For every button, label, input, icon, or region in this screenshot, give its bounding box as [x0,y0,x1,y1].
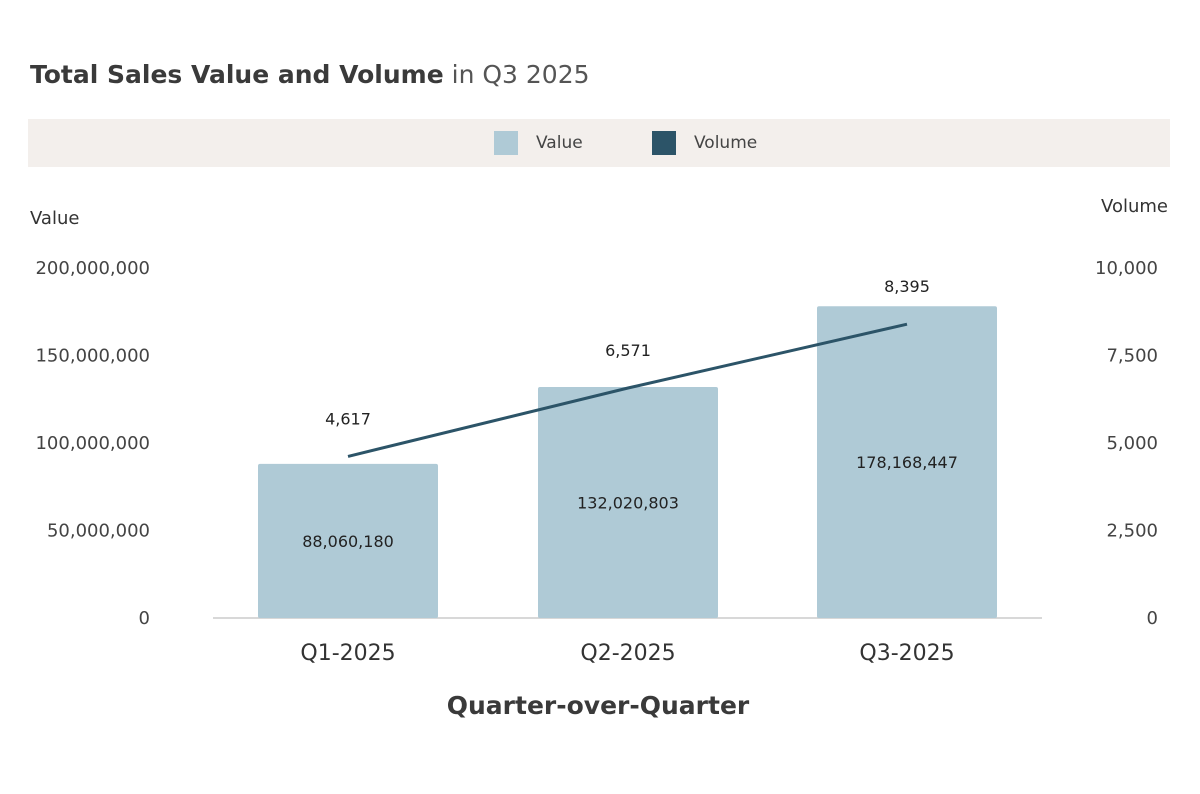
bar-data-label: 132,020,803 [577,493,679,512]
chart-title-suffix: in Q3 2025 [443,60,590,89]
y-tick-label: 200,000,000 [35,258,150,279]
legend-item-volume[interactable]: Volume [652,131,757,155]
volume-line[interactable] [347,322,908,458]
y2-tick-label: 7,500 [1106,346,1158,367]
y2-tick-label: 5,000 [1106,433,1158,454]
line-data-label: 8,395 [884,277,930,296]
chart-title-bold: Total Sales Value and Volume [30,60,444,89]
bar-data-label: 178,168,447 [856,453,958,472]
y2-tick-label: 2,500 [1106,521,1158,542]
y-tick-label: 0 [139,608,150,629]
x-axis-title: Quarter-over-Quarter [447,691,750,720]
legend-label-value: Value [536,133,583,153]
legend-item-value[interactable]: Value [494,131,583,155]
y2-axis-title: Volume [1101,196,1168,217]
legend-swatch-volume [652,131,676,155]
bar-data-label: 88,060,180 [302,532,394,551]
line-data-label: 4,617 [325,409,371,428]
bar-value[interactable] [817,306,997,618]
chart-title: Total Sales Value and Volume in Q3 2025 [30,60,590,89]
x-tick-label: Q2-2025 [580,641,675,666]
y-tick-label: 100,000,000 [35,433,150,454]
x-tick-label: Q1-2025 [300,641,395,666]
y-tick-label: 50,000,000 [47,521,150,542]
bar-value[interactable] [258,463,438,618]
legend-swatch-value [494,131,518,155]
bar-value[interactable] [538,386,718,618]
y2-tick-label: 0 [1147,608,1158,629]
x-tick-label: Q3-2025 [859,641,954,666]
y-axis-title: Value [30,208,79,229]
legend-label-volume: Volume [694,133,758,153]
legend: Value Volume [28,119,1170,167]
y-tick-label: 150,000,000 [35,346,150,367]
line-data-label: 6,571 [605,341,651,360]
y2-tick-label: 10,000 [1095,258,1158,279]
